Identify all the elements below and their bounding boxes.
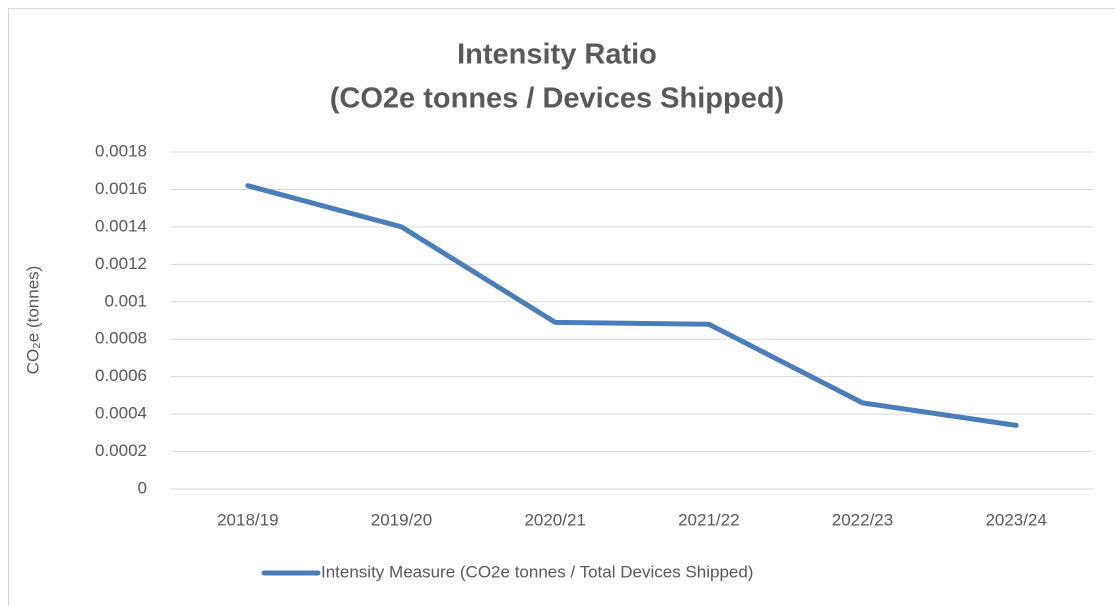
y-axis-label: CO₂e (tonnes) <box>23 266 42 375</box>
y-tick-label: 0.0006 <box>95 366 147 385</box>
x-tick-label: 2019/20 <box>371 510 432 529</box>
x-tick-label: 2020/21 <box>524 510 585 529</box>
x-tick-label: 2023/24 <box>985 510 1046 529</box>
x-tick-label: 2021/22 <box>678 510 739 529</box>
y-tick-label: 0.001 <box>104 291 147 310</box>
chart-border <box>8 8 1115 606</box>
y-tick-label: 0.0012 <box>95 254 147 273</box>
legend-label: Intensity Measure (CO2e tonnes / Total D… <box>321 562 753 581</box>
y-tick-label: 0.0008 <box>95 329 147 348</box>
y-tick-label: 0.0018 <box>95 141 147 160</box>
y-tick-label: 0.0016 <box>95 179 147 198</box>
y-tick-label: 0.0014 <box>95 216 147 235</box>
chart-subtitle: (CO2e tonnes / Devices Shipped) <box>330 83 784 115</box>
y-tick-label: 0.0002 <box>95 441 147 460</box>
data-line <box>245 183 1019 428</box>
x-tick-label: 2018/19 <box>217 510 278 529</box>
chart-title: Intensity Ratio <box>457 39 657 71</box>
y-tick-label: 0.0004 <box>95 404 147 423</box>
y-tick-label: 0 <box>138 478 147 497</box>
x-tick-label: 2022/23 <box>832 510 893 529</box>
